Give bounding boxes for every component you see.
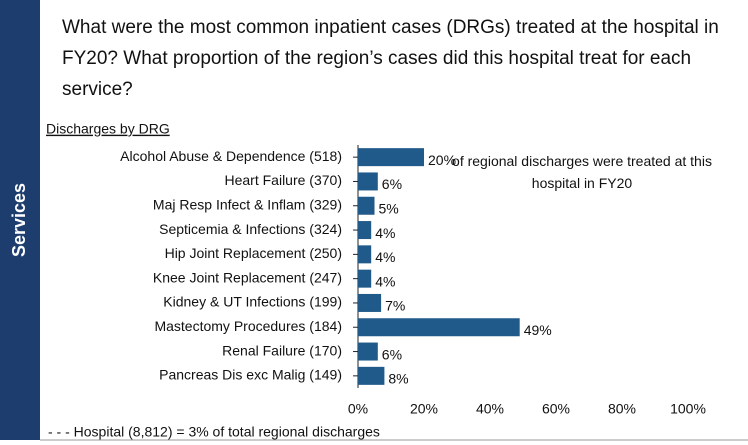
sidebar (0, 0, 40, 440)
annotation: of regional discharges were treated at t… (452, 153, 712, 191)
bar (358, 269, 372, 288)
y-tick-label: Alcohol Abuse & Dependence (518) (120, 148, 342, 164)
x-tick-label: 20% (410, 401, 438, 417)
bar (358, 366, 385, 385)
value-label: 7% (385, 298, 405, 314)
x-tick-label: 0% (348, 401, 368, 417)
value-label: 4% (375, 273, 395, 289)
value-label: 4% (375, 225, 395, 241)
x-tick-label: 80% (608, 401, 636, 417)
bar (358, 196, 375, 215)
y-tick-label: Hip Joint Replacement (250) (165, 245, 342, 261)
y-tick-label: Knee Joint Replacement (247) (153, 269, 342, 285)
y-tick-label: Septicemia & Infections (324) (159, 221, 342, 237)
bar (358, 172, 378, 191)
bar (358, 293, 382, 312)
y-tick-label: Maj Resp Infect & Inflam (329) (153, 196, 342, 212)
x-tick-label: 100% (670, 401, 706, 417)
value-label: 6% (382, 346, 402, 362)
y-tick-label: Heart Failure (370) (225, 172, 343, 188)
y-tick-label: Pancreas Dis exc Malig (149) (159, 367, 342, 383)
value-label: 49% (524, 322, 552, 338)
bar (358, 342, 378, 361)
y-tick-label: Kidney & UT Infections (199) (163, 294, 342, 310)
value-label: 8% (388, 371, 408, 387)
value-label: 6% (382, 176, 402, 192)
value-label: 20% (428, 152, 456, 168)
bar (358, 245, 372, 264)
section-label: Services (9, 183, 29, 257)
footer: - - - Hospital (8,812) = 3% of total reg… (48, 424, 380, 440)
subtitle: Discharges by DRG (46, 121, 170, 137)
y-tick-label: Renal Failure (170) (222, 342, 342, 358)
x-tick-label: 40% (476, 401, 504, 417)
value-label: 4% (375, 249, 395, 265)
bar (358, 221, 372, 240)
x-tick-label: 60% (542, 401, 570, 417)
y-tick-label: Mastectomy Procedures (184) (154, 318, 342, 334)
bar (358, 148, 424, 167)
bar (358, 318, 520, 337)
title: What were the most common inpatient case… (62, 17, 719, 100)
value-label: 5% (379, 200, 399, 216)
